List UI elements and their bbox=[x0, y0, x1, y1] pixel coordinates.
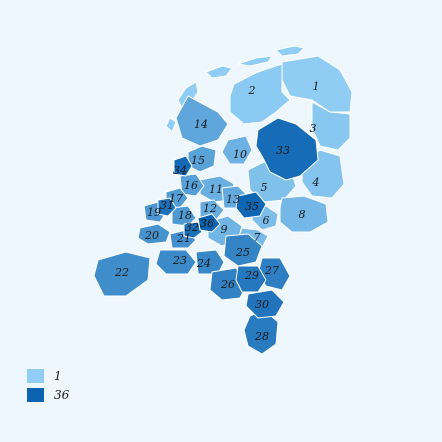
region-31[interactable] bbox=[157, 197, 177, 217]
legend-swatch-max bbox=[27, 388, 44, 402]
region-label-2: 2 bbox=[248, 84, 256, 97]
region-label-27: 27 bbox=[264, 264, 279, 277]
island-4 bbox=[275, 45, 306, 57]
region-label-13: 13 bbox=[226, 193, 240, 206]
region-label-25: 25 bbox=[235, 246, 250, 259]
legend-swatch-min bbox=[27, 369, 44, 383]
region-label-3: 3 bbox=[310, 122, 317, 135]
region-label-11: 11 bbox=[209, 183, 223, 196]
region-label-23: 23 bbox=[172, 254, 187, 267]
region-label-18: 18 bbox=[178, 209, 192, 222]
region-1[interactable] bbox=[281, 55, 353, 113]
region-22[interactable] bbox=[93, 251, 151, 297]
map-regions bbox=[93, 55, 353, 355]
region-label-10: 10 bbox=[233, 148, 247, 161]
region-label-1: 1 bbox=[313, 80, 320, 93]
region-label-36: 36 bbox=[200, 217, 214, 230]
region-label-16: 16 bbox=[184, 179, 198, 192]
region-8[interactable] bbox=[279, 195, 329, 233]
region-label-24: 24 bbox=[196, 257, 211, 270]
region-30[interactable] bbox=[245, 289, 285, 319]
region-label-8: 8 bbox=[299, 208, 306, 221]
region-10[interactable] bbox=[221, 135, 253, 165]
region-label-4: 4 bbox=[312, 176, 320, 189]
region-label-17: 17 bbox=[169, 192, 183, 205]
region-2[interactable] bbox=[229, 63, 291, 125]
region-label-12: 12 bbox=[203, 202, 217, 215]
region-label-26: 26 bbox=[220, 278, 235, 291]
region-36[interactable] bbox=[197, 213, 221, 233]
region-12[interactable] bbox=[199, 199, 225, 221]
region-label-34: 34 bbox=[173, 164, 187, 177]
region-label-33: 33 bbox=[276, 144, 290, 157]
region-label-30: 30 bbox=[255, 298, 269, 311]
legend-row-min: 1 bbox=[27, 369, 62, 383]
region-label-29: 29 bbox=[244, 269, 259, 282]
region-label-28: 28 bbox=[254, 330, 269, 343]
legend-row-max: 36 bbox=[27, 388, 69, 402]
region-14[interactable] bbox=[175, 95, 229, 147]
region-33[interactable] bbox=[255, 117, 319, 181]
region-label-5: 5 bbox=[261, 181, 268, 194]
region-20[interactable] bbox=[137, 223, 171, 245]
region-label-14: 14 bbox=[194, 118, 208, 131]
region-label-9: 9 bbox=[221, 223, 228, 236]
island-5 bbox=[165, 117, 177, 133]
region-25[interactable] bbox=[223, 233, 263, 267]
region-label-21: 21 bbox=[176, 232, 191, 245]
region-23[interactable] bbox=[155, 249, 197, 275]
region-label-32: 32 bbox=[185, 221, 199, 234]
region-label-22: 22 bbox=[114, 266, 129, 279]
region-label-19: 19 bbox=[147, 206, 161, 219]
region-label-7: 7 bbox=[254, 231, 261, 244]
region-label-31: 31 bbox=[160, 199, 174, 212]
region-label-35: 35 bbox=[245, 200, 259, 213]
region-label-6: 6 bbox=[263, 214, 270, 227]
region-18[interactable] bbox=[171, 205, 197, 227]
region-32[interactable] bbox=[183, 221, 203, 239]
legend-label-min: 1 bbox=[54, 369, 62, 383]
map-legend: 1 36 bbox=[27, 369, 117, 409]
region-label-15: 15 bbox=[191, 154, 205, 167]
island-3 bbox=[237, 55, 274, 67]
wadden-islands bbox=[165, 45, 306, 133]
region-3[interactable] bbox=[311, 101, 351, 151]
region-34[interactable] bbox=[173, 155, 193, 177]
legend-label-max: 36 bbox=[54, 388, 70, 402]
region-35[interactable] bbox=[235, 191, 267, 219]
island-2 bbox=[205, 65, 233, 79]
region-24[interactable] bbox=[195, 249, 225, 275]
region-label-20: 20 bbox=[144, 229, 159, 242]
